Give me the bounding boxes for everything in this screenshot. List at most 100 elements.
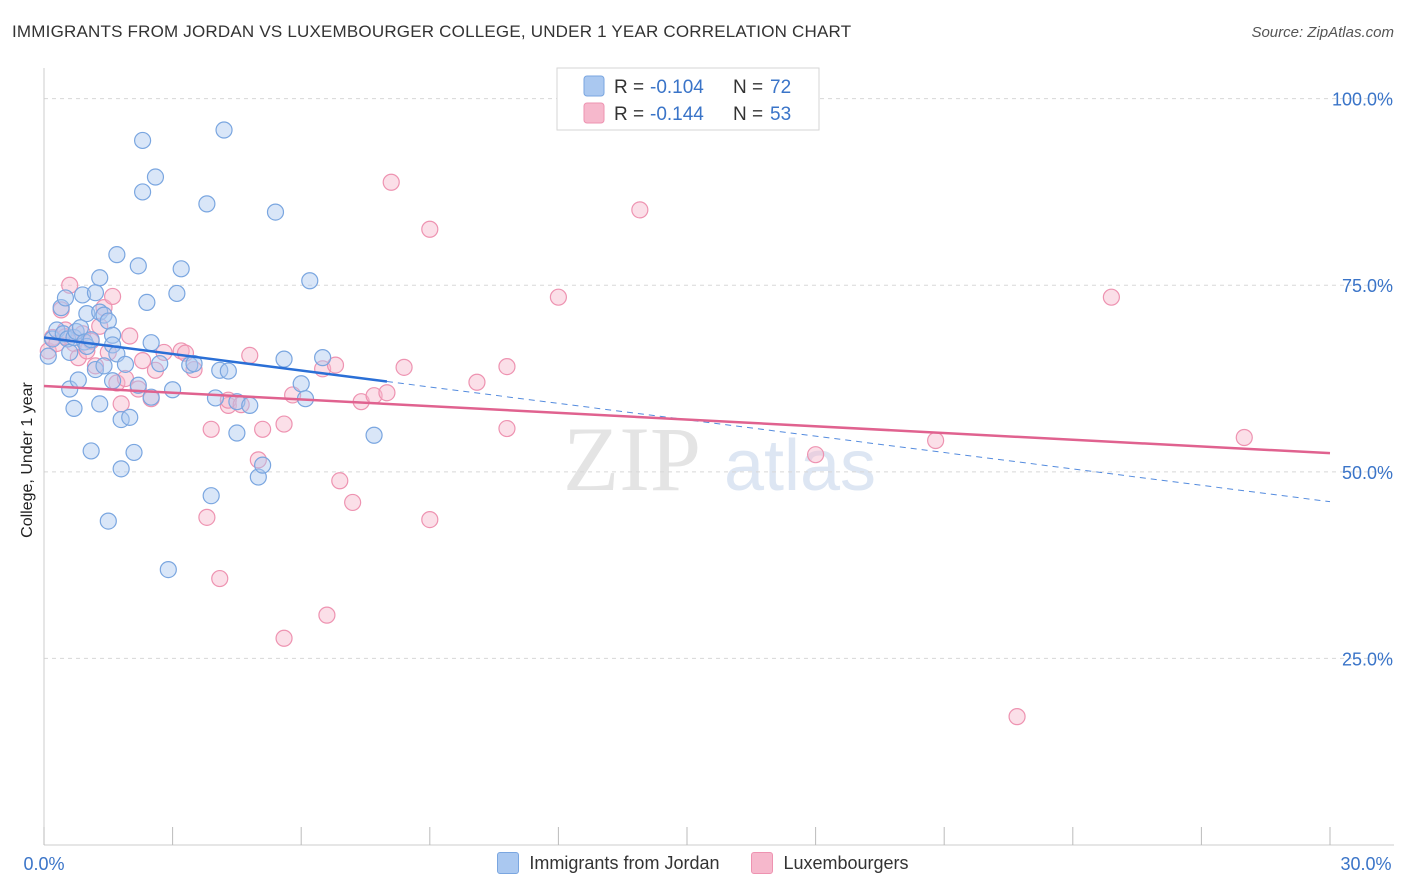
legend-top: R = -0.104 N = 72 R = -0.144 N = 53 — [556, 67, 820, 131]
point-luxembourgers — [254, 420, 272, 438]
point-jordan — [292, 375, 310, 393]
watermark-zip: ZIP — [563, 408, 701, 510]
trend-jordan — [43, 336, 388, 383]
point-jordan — [112, 460, 130, 478]
watermark-atlas: atlas — [724, 426, 876, 506]
point-luxembourgers — [498, 357, 516, 376]
point-jordan — [52, 299, 70, 317]
point-jordan — [61, 343, 79, 362]
y-tick-labels: 100.0% 75.0% 50.0% 25.0% — [1332, 90, 1393, 670]
point-luxembourgers — [275, 629, 293, 647]
point-luxembourgers — [198, 508, 216, 526]
point-jordan — [82, 442, 100, 460]
point-luxembourgers — [121, 327, 139, 345]
point-luxembourgers — [1102, 288, 1120, 306]
legend-label-jordan: Immigrants from Jordan — [529, 852, 720, 873]
x-tick-label-max: 30.0% — [1340, 854, 1391, 874]
point-jordan — [138, 293, 156, 312]
trend-lines — [43, 336, 1331, 503]
point-luxembourgers — [344, 493, 362, 512]
point-jordan — [146, 168, 165, 186]
point-luxembourgers — [211, 569, 229, 588]
point-jordan — [219, 362, 237, 380]
legend-r-value-blue: -0.104 — [650, 77, 704, 98]
point-luxembourgers — [806, 446, 825, 464]
chart-title: IMMIGRANTS FROM JORDAN VS LUXEMBOURGER C… — [12, 22, 852, 41]
legend-n-label-blue: N = — [733, 77, 763, 98]
legend-n-value-pink: 53 — [770, 104, 791, 125]
trend-luxembourgers — [43, 384, 1331, 455]
legend-n-value-blue: 72 — [770, 77, 791, 98]
legend-label-luxembourgers: Luxembourgers — [783, 852, 909, 873]
y-tick-label: 75.0% — [1342, 276, 1393, 296]
point-jordan — [103, 326, 122, 344]
point-luxembourgers — [1235, 428, 1253, 447]
legend-r-value-pink: -0.144 — [650, 104, 704, 125]
point-jordan — [65, 399, 83, 417]
point-luxembourgers — [326, 356, 345, 374]
point-jordan — [103, 372, 122, 390]
point-jordan — [151, 355, 169, 373]
point-luxembourgers — [378, 384, 396, 402]
point-jordan — [99, 312, 117, 330]
point-jordan — [206, 389, 225, 407]
point-luxembourgers — [1008, 708, 1026, 726]
point-jordan — [108, 246, 126, 264]
legend-item-jordan: Immigrants from Jordan — [497, 852, 719, 874]
point-jordan — [91, 395, 109, 413]
point-luxembourgers — [318, 606, 336, 624]
point-luxembourgers — [219, 396, 237, 415]
point-jordan — [228, 424, 246, 442]
point-jordan — [164, 381, 182, 399]
point-jordan — [228, 393, 246, 411]
point-jordan — [254, 456, 272, 474]
point-jordan — [266, 203, 285, 221]
point-jordan — [198, 195, 216, 213]
legend-swatch-jordan — [497, 852, 520, 874]
point-jordan — [129, 376, 147, 394]
point-luxembourgers — [129, 380, 147, 398]
point-jordan — [86, 284, 105, 302]
point-jordan — [211, 361, 229, 379]
point-luxembourgers — [91, 317, 109, 335]
legend-swatch-blue — [583, 75, 605, 97]
point-jordan — [133, 183, 152, 201]
legend-r-label-pink: R = — [614, 104, 644, 125]
point-jordan — [202, 487, 220, 505]
y-tick-label: 25.0% — [1342, 649, 1393, 669]
point-luxembourgers — [549, 288, 568, 306]
point-luxembourgers — [275, 415, 293, 433]
point-jordan — [172, 260, 190, 278]
point-jordan — [91, 269, 109, 287]
point-jordan — [56, 289, 75, 307]
legend-swatch-luxembourgers — [751, 852, 774, 874]
point-jordan — [241, 396, 259, 415]
point-jordan — [168, 284, 186, 303]
point-luxembourgers — [421, 220, 439, 238]
point-jordan — [116, 355, 135, 373]
point-luxembourgers — [103, 287, 122, 306]
point-luxembourgers — [395, 358, 413, 376]
point-jordan — [86, 360, 105, 379]
point-jordan — [142, 388, 160, 406]
point-jordan — [78, 305, 96, 323]
point-luxembourgers — [202, 420, 220, 438]
source-note: Source: ZipAtlas.com — [1251, 24, 1394, 41]
point-luxembourgers — [241, 346, 259, 364]
point-luxembourgers — [133, 352, 152, 370]
point-jordan — [275, 350, 293, 368]
point-jordan — [142, 334, 160, 352]
point-luxembourgers — [61, 276, 79, 294]
axes — [43, 68, 1394, 846]
x-tick-label-min: 0.0% — [23, 854, 64, 874]
point-jordan — [39, 347, 57, 365]
y-tick-label: 100.0% — [1332, 90, 1393, 110]
point-jordan — [73, 286, 92, 304]
legend-item-luxembourgers: Luxembourgers — [751, 852, 909, 874]
point-jordan — [365, 426, 383, 444]
point-luxembourgers — [468, 373, 486, 391]
trend-jordan-extrapolated — [386, 381, 1331, 503]
gridlines — [44, 98, 1394, 659]
point-jordan — [133, 131, 152, 150]
